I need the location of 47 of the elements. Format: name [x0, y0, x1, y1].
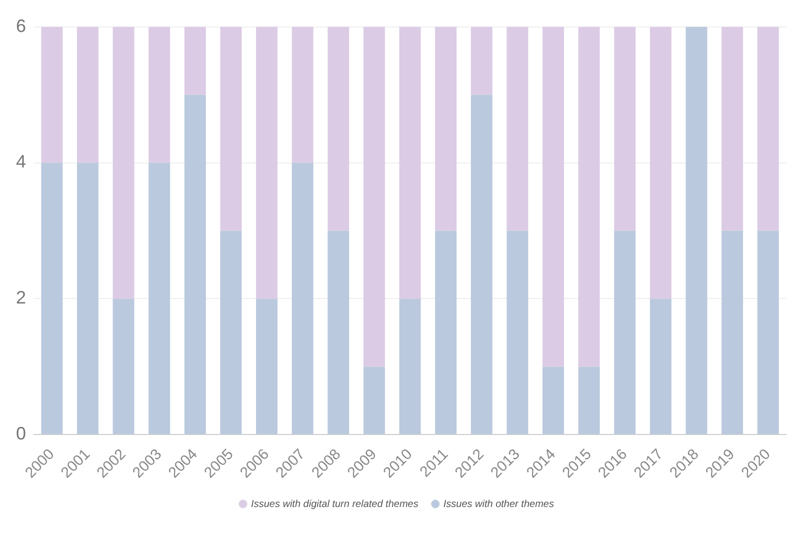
bar: [292, 26, 314, 163]
bar: [506, 26, 528, 231]
bar: [722, 230, 744, 434]
bar: [292, 162, 314, 434]
bar: [76, 162, 98, 434]
bar: [542, 366, 564, 434]
y-tick-label: 2: [16, 288, 26, 308]
y-tick-label: 4: [16, 152, 26, 172]
bar: [363, 366, 385, 434]
bar: [686, 26, 708, 434]
bar: [650, 298, 672, 434]
bar: [542, 26, 564, 367]
legend-label: Issues with digital turn related themes: [251, 498, 418, 510]
bar: [256, 26, 278, 299]
bar: [112, 298, 134, 434]
bar: [470, 94, 492, 434]
bar: [328, 26, 350, 231]
bar: [435, 230, 457, 434]
bar: [328, 230, 350, 434]
bar: [363, 26, 385, 367]
bar: [578, 366, 600, 434]
bar: [256, 298, 278, 434]
bar: [722, 26, 744, 231]
bar: [506, 230, 528, 434]
bar: [399, 298, 421, 434]
bar: [41, 162, 63, 434]
bar: [41, 26, 63, 163]
legend-label: Issues with other themes: [443, 498, 554, 510]
bar: [112, 26, 134, 299]
bar: [76, 26, 98, 163]
bar: [148, 162, 170, 434]
y-tick-label: 0: [16, 424, 26, 444]
bar: [757, 230, 779, 434]
bar: [220, 26, 242, 231]
bar: [148, 26, 170, 163]
bar: [435, 26, 457, 231]
bar: [757, 26, 779, 231]
bar: [399, 26, 421, 299]
y-tick-label: 6: [16, 16, 26, 36]
bar: [614, 230, 636, 434]
bar: [650, 26, 672, 299]
bar: [578, 26, 600, 367]
bar: [220, 230, 242, 434]
bar: [184, 94, 206, 434]
bar: [614, 26, 636, 231]
bar: [470, 26, 492, 95]
bar: [184, 26, 206, 95]
